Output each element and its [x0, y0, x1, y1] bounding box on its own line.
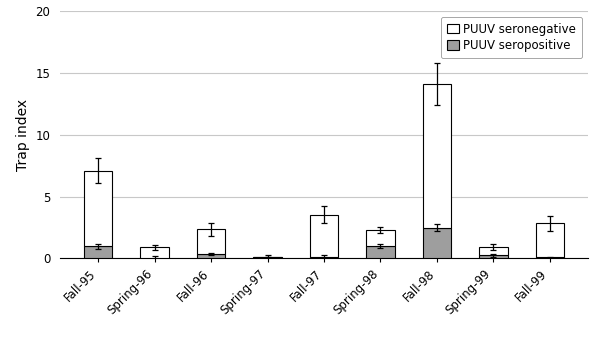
Bar — [84, 171, 112, 246]
Bar — [423, 84, 451, 228]
Bar — [310, 257, 338, 258]
Bar — [310, 215, 338, 257]
Bar — [536, 223, 564, 257]
Bar — [479, 247, 508, 255]
Bar — [367, 246, 395, 258]
Bar — [197, 229, 225, 254]
Bar — [253, 257, 281, 258]
Bar — [140, 247, 169, 258]
Bar — [423, 228, 451, 258]
Bar — [536, 257, 564, 258]
Bar — [367, 230, 395, 246]
Legend: PUUV seronegative, PUUV seropositive: PUUV seronegative, PUUV seropositive — [441, 17, 582, 58]
Bar — [479, 255, 508, 258]
Bar — [84, 246, 112, 258]
Bar — [197, 254, 225, 258]
Y-axis label: Trap index: Trap index — [16, 99, 30, 171]
